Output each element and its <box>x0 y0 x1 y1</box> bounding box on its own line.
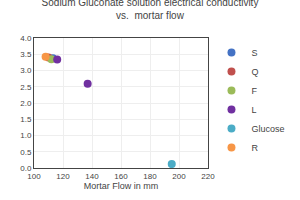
svg-text:1.5: 1.5 <box>20 115 32 124</box>
svg-text:Sodium Gluconate solution elec: Sodium Gluconate solution electrical con… <box>42 0 259 21</box>
svg-text:3.0: 3.0 <box>20 66 32 75</box>
svg-text:1.0: 1.0 <box>20 131 32 140</box>
svg-text:160: 160 <box>114 172 128 181</box>
svg-text:0.0: 0.0 <box>20 164 32 173</box>
svg-text:4.0: 4.0 <box>20 34 32 43</box>
svg-text:180: 180 <box>143 172 157 181</box>
svg-text:100: 100 <box>27 172 41 181</box>
svg-text:2.5: 2.5 <box>20 83 32 92</box>
svg-text:R: R <box>251 143 258 153</box>
svg-text:120: 120 <box>56 172 70 181</box>
svg-text:200: 200 <box>172 172 186 181</box>
svg-text:140: 140 <box>85 172 99 181</box>
svg-text:L: L <box>251 105 256 115</box>
svg-text:F: F <box>251 86 257 96</box>
svg-text:Q: Q <box>251 67 258 77</box>
svg-text:Glucose: Glucose <box>251 124 284 134</box>
svg-text:2.0: 2.0 <box>20 99 32 108</box>
svg-text:S: S <box>251 48 257 58</box>
svg-text:0.5: 0.5 <box>20 148 32 157</box>
svg-text:3.5: 3.5 <box>20 50 32 59</box>
svg-text:Mortar Flow in mm: Mortar Flow in mm <box>84 181 159 191</box>
svg-text:220: 220 <box>201 172 215 181</box>
